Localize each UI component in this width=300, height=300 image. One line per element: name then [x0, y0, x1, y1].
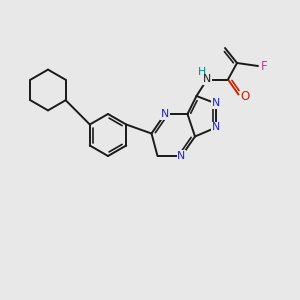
Text: O: O — [241, 89, 250, 103]
Text: N: N — [203, 74, 211, 85]
Text: N: N — [212, 98, 220, 109]
Text: H: H — [197, 67, 206, 77]
Text: F: F — [261, 59, 268, 73]
Text: N: N — [212, 122, 220, 133]
Text: N: N — [177, 151, 186, 161]
Text: N: N — [161, 109, 169, 119]
